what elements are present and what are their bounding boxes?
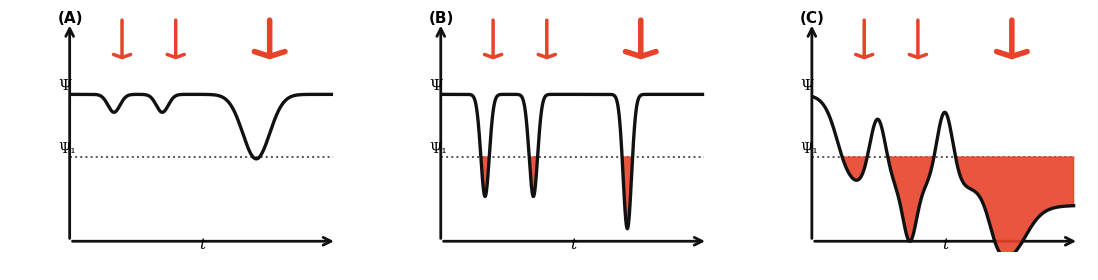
- Text: Ψ: Ψ: [58, 80, 71, 94]
- Text: t: t: [200, 238, 205, 252]
- Text: (C): (C): [800, 11, 825, 26]
- Text: t: t: [942, 238, 948, 252]
- Text: Ψ₁: Ψ₁: [58, 142, 76, 156]
- Text: (B): (B): [429, 11, 455, 26]
- Text: Ψ: Ψ: [429, 80, 442, 94]
- Text: t: t: [571, 238, 576, 252]
- Text: Ψ: Ψ: [800, 80, 814, 94]
- Text: Ψ₁: Ψ₁: [429, 142, 447, 156]
- Text: (A): (A): [58, 11, 83, 26]
- Text: Ψ₁: Ψ₁: [800, 142, 818, 156]
